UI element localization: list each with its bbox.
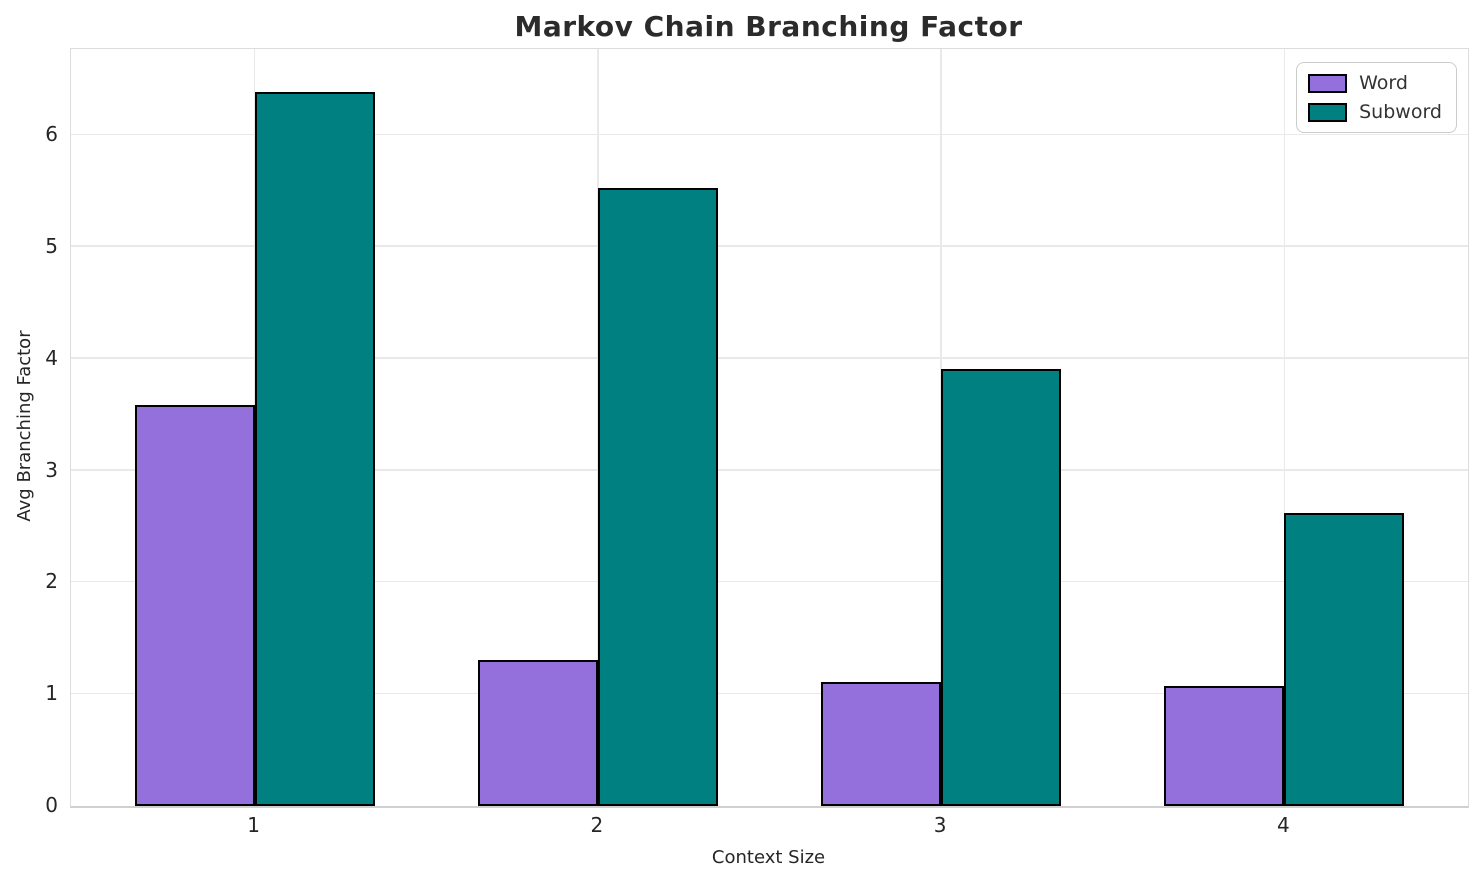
- gridline-y-5: [71, 245, 1468, 247]
- legend-swatch-subword: [1308, 102, 1348, 122]
- y-tick-label-2: 2: [45, 569, 58, 594]
- y-tick-label-1: 1: [45, 681, 58, 706]
- legend-label-word: Word: [1359, 72, 1408, 94]
- gridline-y-2: [71, 580, 1468, 583]
- gridline-y-6: [71, 133, 1468, 136]
- gridline-x-4: [1283, 49, 1286, 806]
- legend-item-word: Word: [1308, 72, 1442, 94]
- bar-subword-context-2: [597, 187, 718, 806]
- bar-subword-context-4: [1284, 513, 1405, 806]
- y-tick-label-6: 6: [45, 122, 58, 147]
- x-tick-label-4: 4: [1276, 813, 1290, 837]
- bar-subword-context-3: [941, 368, 1062, 806]
- y-tick-label-3: 3: [45, 457, 58, 482]
- gridline-y-1: [71, 692, 1468, 695]
- y-tick-label-0: 0: [45, 793, 58, 817]
- bar-word-context-2: [477, 659, 598, 806]
- x-tick-label-2: 2: [590, 813, 604, 837]
- y-tick-label-5: 5: [45, 233, 58, 258]
- bar-subword-context-1: [254, 91, 375, 806]
- legend-swatch-word: [1308, 73, 1348, 93]
- legend-item-subword: Subword: [1308, 101, 1442, 123]
- legend-label-subword: Subword: [1359, 101, 1442, 123]
- bar-word-context-4: [1164, 686, 1285, 806]
- x-axis-ticks: 1 2 3 4: [70, 813, 1467, 839]
- gridline-y-3: [71, 469, 1468, 471]
- x-axis-label: Context Size: [711, 847, 826, 868]
- bar-word-context-3: [820, 681, 942, 806]
- gridline-y-4: [71, 357, 1468, 359]
- y-axis-ticks: 0 1 2 3 4 5 6: [0, 48, 58, 817]
- x-tick-label-3: 3: [933, 813, 947, 837]
- bar-word-context-1: [134, 404, 255, 806]
- legend: Word Subword: [1296, 62, 1457, 133]
- chart-title: Markov Chain Branching Factor: [514, 10, 1023, 43]
- y-tick-label-4: 4: [45, 345, 58, 370]
- x-tick-label-1: 1: [247, 813, 260, 837]
- plot-area: [70, 48, 1469, 808]
